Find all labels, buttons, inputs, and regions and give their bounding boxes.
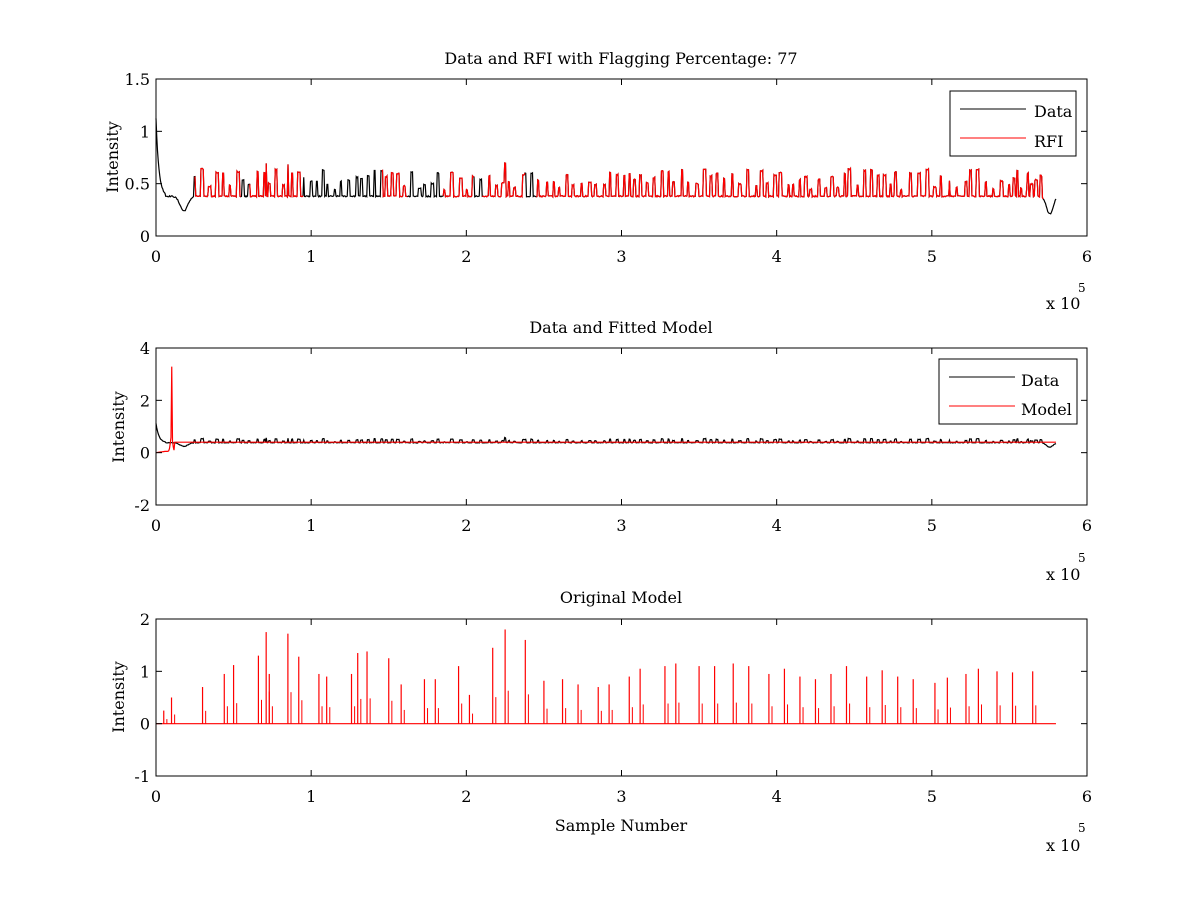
x-tick-label: 4: [772, 247, 782, 266]
series-line-rfi-1: [381, 169, 408, 199]
y-tick-label: 4: [140, 339, 150, 358]
x-tick-label: 6: [1082, 247, 1092, 266]
x-tick-label: 0: [151, 247, 161, 266]
legend-2: Data Model: [938, 358, 1078, 425]
x-tick-label: 4: [772, 516, 782, 535]
y-tick-label: 1.5: [125, 70, 150, 89]
plot-area-2: [155, 366, 1057, 454]
legend-1: Data RFI: [949, 90, 1077, 157]
y-axis-label-1: Intensity: [103, 121, 122, 193]
x-tick-label: 1: [306, 247, 316, 266]
y-tick-label: 0: [140, 227, 150, 246]
x-tick-label: 3: [616, 247, 626, 266]
y-axis-label-3: Intensity: [109, 661, 128, 733]
series-line-rfi-1: [536, 166, 1044, 200]
x-tick-label: 3: [616, 516, 626, 535]
subplot-3: Original Model Intensity Sample Number 0…: [109, 588, 1092, 855]
series-line-rfi-1: [482, 162, 526, 199]
x-tick-label: 6: [1082, 516, 1092, 535]
x-multiplier-exponent-3: 5: [1078, 821, 1086, 835]
x-multiplier-base-3: x 10: [1046, 836, 1080, 855]
legend-box-1: [949, 90, 1077, 157]
subplot-1: Data and RFI with Flagging Percentage: 7…: [103, 49, 1092, 313]
legend-label-data-2: Data: [1021, 371, 1060, 390]
y-tick-label: 0: [140, 444, 150, 463]
subplot-2: Data and Fitted Model Intensity 0 1 2 3 4 5 6 -…: [109, 318, 1092, 584]
x-tick-label: 5: [927, 787, 937, 806]
x-tick-label: 1: [306, 516, 316, 535]
y-tick-label: -1: [134, 767, 150, 786]
series-line-rfi-1: [442, 171, 475, 199]
x-tick-label: 2: [461, 247, 471, 266]
x-multiplier-base-1: x 10: [1046, 294, 1080, 313]
x-axis-label-3: Sample Number: [555, 816, 688, 835]
y-tick-label: 2: [140, 610, 150, 629]
y-tick-label: -2: [134, 496, 150, 515]
series-line-rfi-1: [249, 163, 304, 199]
subplot-title-1: Data and RFI with Flagging Percentage: 7…: [444, 49, 797, 68]
y-tick-label: 2: [140, 391, 150, 410]
x-tick-label: 3: [616, 787, 626, 806]
y-tick-label: 1: [140, 122, 150, 141]
x-multiplier-exponent-1: 5: [1078, 281, 1086, 295]
plot-area-3: [156, 629, 1056, 725]
x-tick-label: 1: [306, 787, 316, 806]
y-tick-label: 0.5: [125, 175, 150, 194]
series-line-rfi-1: [194, 167, 242, 199]
y-tick-label: 0: [140, 715, 150, 734]
x-tick-label: 6: [1082, 787, 1092, 806]
subplot-title-3: Original Model: [560, 588, 682, 607]
plot-area-1: [155, 118, 1057, 215]
x-multiplier-exponent-2: 5: [1078, 551, 1086, 565]
y-tick-label: 1: [140, 662, 150, 681]
x-tick-label: 2: [461, 516, 471, 535]
x-multiplier-base-2: x 10: [1046, 565, 1080, 584]
subplot-title-2: Data and Fitted Model: [529, 318, 712, 337]
x-tick-label: 0: [151, 787, 161, 806]
x-tick-label: 4: [772, 787, 782, 806]
x-tick-label: 5: [927, 247, 937, 266]
legend-box-2: [938, 358, 1078, 425]
y-axis-label-2: Intensity: [109, 391, 128, 463]
legend-label-data-1: Data: [1034, 102, 1073, 121]
legend-label-rfi-1: RFI: [1034, 132, 1063, 151]
legend-label-model-2: Model: [1021, 400, 1072, 419]
series-line-model-2: [155, 366, 1056, 454]
x-tick-label: 0: [151, 516, 161, 535]
x-tick-label: 2: [461, 787, 471, 806]
ticks-1: 0 1 2 3 4 5 6 0 0.5 1 1.5: [125, 70, 1093, 266]
x-tick-label: 5: [927, 516, 937, 535]
